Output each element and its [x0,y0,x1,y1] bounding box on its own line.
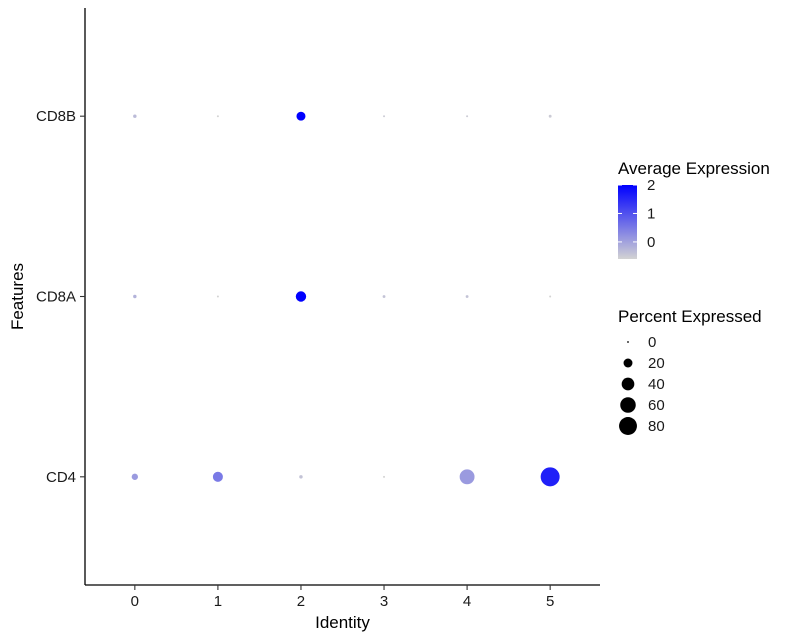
data-points [131,111,560,487]
dot-cd8a-3 [382,295,386,298]
dot-cd8b-0 [133,114,137,118]
dot-cd4-4 [459,469,475,485]
legend: Average Expression 0 1 2 Percent Expressed 0 2… [618,159,770,435]
x-tick-label: 1 [214,593,222,610]
size-legend-label: 80 [648,418,665,435]
x-tick-label: 3 [380,593,388,610]
color-legend-label: 1 [647,205,655,222]
size-legend-label: 60 [648,397,665,414]
dot-cd8a-5 [549,295,552,298]
y-tick-label: CD8A [36,289,76,306]
dot-cd8a-1 [216,295,219,298]
dot-cd8b-3 [383,115,386,118]
dot-cd8b-4 [466,115,469,118]
size-legend-dot [623,358,633,368]
dot-cd4-2 [299,475,303,479]
y-tick-label: CD4 [46,469,76,486]
color-legend-title: Average Expression [618,159,770,178]
size-legend-dot [619,417,637,435]
color-legend-bar [618,185,637,259]
y-axis-title: Features [8,263,27,330]
dot-cd4-0 [131,473,139,480]
axes: 0 1 2 3 4 5 CD4 CD8A CD8B Identity Features [8,8,600,632]
dot-cd8a-0 [133,294,137,299]
x-axis-title: Identity [315,613,370,632]
y-tick-label: CD8B [36,108,76,125]
color-legend-label: 0 [647,234,655,251]
x-tick-label: 2 [297,593,305,610]
size-legend-label: 20 [648,355,665,372]
dot-cd8a-4 [465,295,469,298]
size-legend-title: Percent Expressed [618,307,762,326]
x-tick-label: 0 [131,593,139,610]
color-legend-label: 2 [647,177,655,194]
dot-cd4-5 [540,467,560,487]
dot-cd8b-2 [296,111,306,121]
dot-cd4-3 [383,475,386,478]
x-tick-label: 4 [463,593,471,610]
dot-cd8b-5 [548,114,552,118]
size-legend-dot [621,377,635,391]
dot-cd8b-1 [216,115,219,118]
dot-cd8a-2 [295,291,307,302]
size-legend-label: 0 [648,334,656,351]
size-legend-label: 40 [648,376,665,393]
size-legend-dot [627,341,629,343]
x-tick-label: 5 [546,593,554,610]
size-legend-dot [620,397,636,413]
dot-cd4-1 [212,471,223,482]
